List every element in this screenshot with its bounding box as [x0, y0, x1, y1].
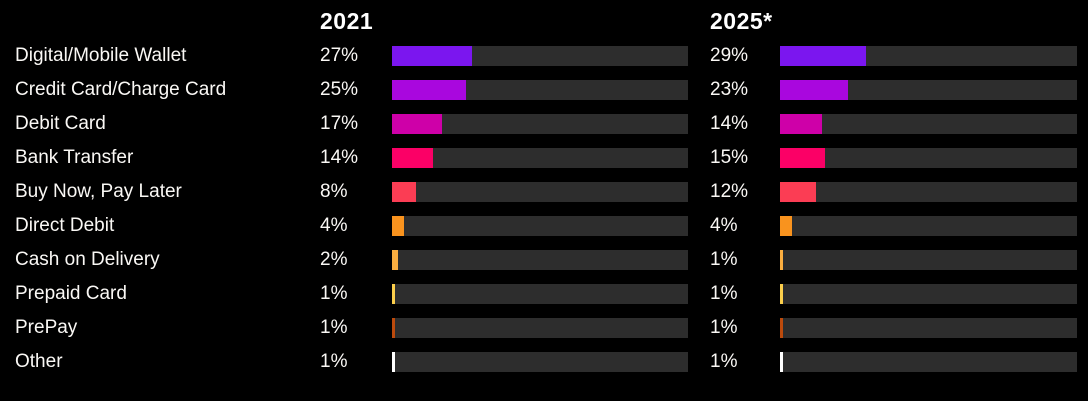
table-row: Digital/Mobile Wallet 27% 29% [0, 39, 1088, 73]
table-row: Credit Card/Charge Card 25% 23% [0, 73, 1088, 107]
bar-track [392, 148, 688, 168]
table-row: Cash on Delivery 2% 1% [0, 243, 1088, 277]
bar-track [392, 284, 688, 304]
category-label: Prepaid Card [15, 283, 127, 304]
bar-track [392, 46, 688, 66]
value-label-2021: 1% [320, 283, 348, 304]
category-label: Debit Card [15, 113, 106, 134]
value-label-2021: 1% [320, 351, 348, 372]
bar-fill [780, 182, 816, 202]
value-label-2025: 1% [710, 283, 738, 304]
bar-track [392, 250, 688, 270]
bar-fill [780, 80, 849, 100]
bar-fill [392, 148, 434, 168]
category-label: Direct Debit [15, 215, 115, 236]
bar-fill [392, 284, 395, 304]
table-row: Prepaid Card 1% 1% [0, 277, 1088, 311]
category-label: Buy Now, Pay Later [15, 181, 182, 202]
table-row: Other 1% 1% [0, 345, 1088, 379]
value-label-2025: 29% [710, 45, 749, 66]
value-label-2021: 1% [320, 317, 348, 338]
bar-fill [392, 352, 395, 372]
bar-track [780, 182, 1077, 202]
table-row: Bank Transfer 14% 15% [0, 141, 1088, 175]
chart-rows: Digital/Mobile Wallet 27% 29% Credit Card/C… [0, 39, 1088, 379]
bar-track [780, 114, 1077, 134]
column-header-2025: 2025* [710, 8, 773, 34]
bar-fill [392, 250, 398, 270]
category-label: Cash on Delivery [15, 249, 160, 270]
bar-track [780, 352, 1077, 372]
bar-fill [392, 318, 395, 338]
bar-fill [780, 352, 783, 372]
bar-track [392, 182, 688, 202]
bar-fill [392, 216, 404, 236]
value-label-2021: 14% [320, 147, 359, 168]
value-label-2025: 1% [710, 351, 738, 372]
value-label-2021: 8% [320, 181, 348, 202]
bar-track [392, 216, 688, 236]
category-label: Credit Card/Charge Card [15, 79, 227, 100]
value-label-2021: 25% [320, 79, 359, 100]
value-label-2025: 12% [710, 181, 749, 202]
category-label: Bank Transfer [15, 147, 134, 168]
bar-track [780, 318, 1077, 338]
category-label: Digital/Mobile Wallet [15, 45, 187, 66]
bar-fill [780, 284, 783, 304]
table-row: Debit Card 17% 14% [0, 107, 1088, 141]
value-label-2021: 17% [320, 113, 359, 134]
category-label: Other [15, 351, 63, 372]
category-label: PrePay [15, 317, 78, 338]
bar-track [392, 352, 688, 372]
value-label-2021: 2% [320, 249, 348, 270]
value-label-2025: 1% [710, 317, 738, 338]
bar-fill [780, 148, 825, 168]
bar-track [780, 46, 1077, 66]
bar-track [780, 284, 1077, 304]
bar-fill [392, 80, 466, 100]
value-label-2025: 1% [710, 249, 738, 270]
bar-track [392, 318, 688, 338]
value-label-2025: 14% [710, 113, 749, 134]
bar-fill [392, 46, 472, 66]
bar-fill [780, 114, 822, 134]
bar-fill [392, 114, 443, 134]
bar-track [392, 80, 688, 100]
value-label-2021: 27% [320, 45, 359, 66]
table-row: Direct Debit 4% 4% [0, 209, 1088, 243]
bar-track [780, 148, 1077, 168]
value-label-2025: 15% [710, 147, 749, 168]
value-label-2021: 4% [320, 215, 348, 236]
table-row: Buy Now, Pay Later 8% 12% [0, 175, 1088, 209]
bar-track [780, 216, 1077, 236]
bar-fill [780, 250, 783, 270]
bar-fill [780, 216, 792, 236]
value-label-2025: 23% [710, 79, 749, 100]
bar-track [780, 250, 1077, 270]
bar-fill [392, 182, 416, 202]
column-header-2021: 2021 [320, 8, 374, 34]
bar-fill [780, 46, 867, 66]
table-row: PrePay 1% 1% [0, 311, 1088, 345]
bar-track [780, 80, 1077, 100]
column-headers: 2021 2025* [0, 8, 1088, 39]
bar-track [392, 114, 688, 134]
bar-fill [780, 318, 783, 338]
value-label-2025: 4% [710, 215, 738, 236]
